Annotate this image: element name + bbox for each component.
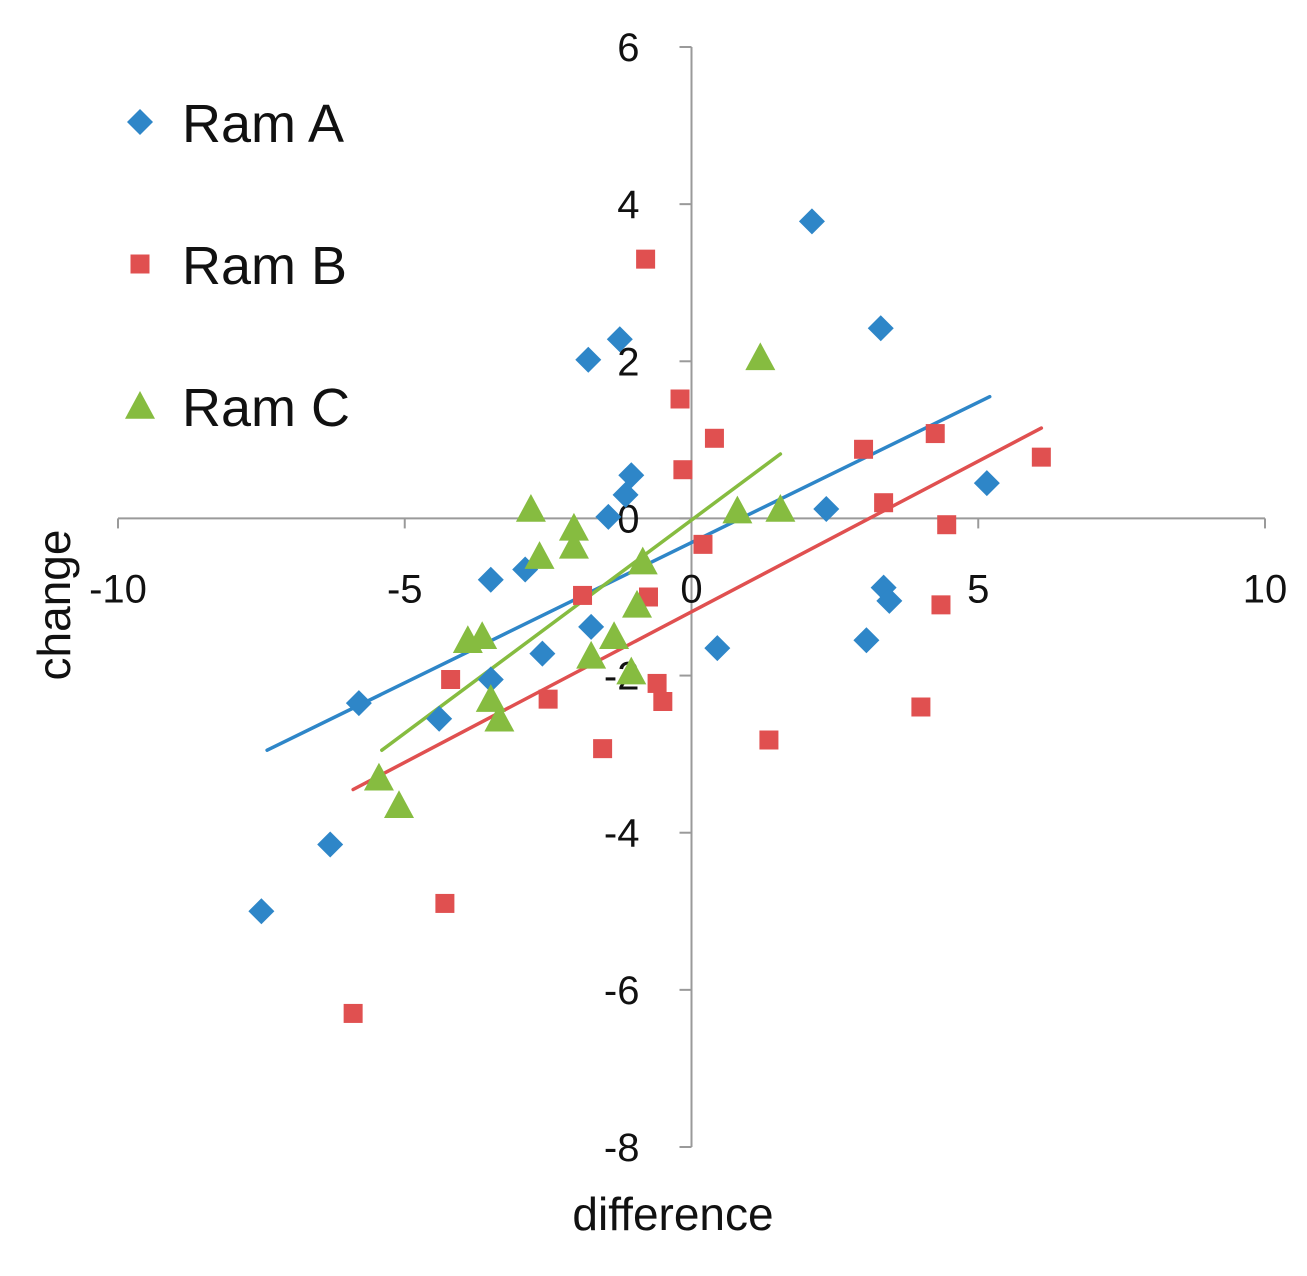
x-tick-label: -10 bbox=[89, 567, 147, 611]
ram-c-point bbox=[616, 656, 647, 685]
y-tick-label: -4 bbox=[604, 812, 640, 856]
ram-a-point bbox=[575, 346, 602, 373]
x-axis-title: difference bbox=[572, 1188, 773, 1240]
ram-b-point bbox=[759, 730, 779, 750]
ram-c-legend-label: Ram C bbox=[182, 378, 350, 438]
ram-b-trendline bbox=[351, 426, 1044, 792]
ram-a-point bbox=[345, 690, 372, 717]
ram-c-point bbox=[558, 530, 589, 559]
ram-c-legend-marker bbox=[125, 391, 155, 419]
x-tick-label: 5 bbox=[967, 567, 989, 611]
ram-c-point bbox=[384, 790, 415, 818]
y-tick-label: 4 bbox=[617, 183, 639, 227]
ram-c-point bbox=[524, 541, 555, 569]
ram-b-point bbox=[673, 460, 693, 480]
ram-a-legend-label: Ram A bbox=[182, 94, 344, 154]
ram-b-point bbox=[343, 1003, 363, 1023]
ram-b-point bbox=[653, 692, 673, 711]
ram-a-point bbox=[876, 587, 903, 614]
ram-a-point bbox=[606, 326, 633, 353]
ram-c-point bbox=[484, 703, 515, 732]
ram-c-point bbox=[722, 495, 753, 524]
ram-b-point bbox=[1031, 447, 1051, 467]
ram-a-point bbox=[426, 705, 453, 732]
ram-b-point bbox=[435, 893, 455, 913]
ram-c-point bbox=[558, 512, 589, 541]
ram-c-point bbox=[363, 762, 394, 791]
legend: Ram A Ram B Ram C bbox=[125, 94, 350, 438]
ram-a-point bbox=[477, 666, 504, 693]
ram-b-point bbox=[925, 424, 945, 444]
x-tick-label: 0 bbox=[680, 567, 702, 611]
ram-a-point bbox=[973, 470, 1000, 497]
x-tick-label: -5 bbox=[387, 567, 423, 611]
ram-b-point bbox=[593, 739, 613, 759]
ram-a-point bbox=[578, 613, 605, 640]
ram-b-point bbox=[573, 585, 593, 605]
ram-b-point bbox=[704, 428, 724, 448]
ram-c-point bbox=[515, 494, 546, 522]
ram-b-point bbox=[647, 673, 667, 693]
ram-a-point bbox=[618, 462, 645, 489]
ram-c-point bbox=[765, 494, 796, 522]
ram-a-point bbox=[317, 831, 344, 858]
y-tick-label: 0 bbox=[617, 497, 639, 541]
ram-b-legend-marker bbox=[130, 254, 150, 274]
ram-b-point bbox=[693, 534, 713, 554]
ram-c-point bbox=[467, 621, 498, 650]
ram-a-point bbox=[867, 315, 894, 342]
ram-b-point bbox=[636, 249, 656, 269]
ram-b-legend-label: Ram B bbox=[182, 236, 347, 296]
ram-a-point bbox=[798, 208, 825, 235]
ram-b-point bbox=[854, 439, 874, 459]
ram-c-point bbox=[745, 342, 776, 371]
ram-a-legend-marker bbox=[127, 109, 153, 135]
ram-c-point bbox=[599, 621, 630, 650]
y-tick-label: -8 bbox=[604, 1126, 640, 1170]
ram-b-point bbox=[911, 697, 931, 717]
ram-a-point bbox=[704, 635, 731, 662]
ram-b-point bbox=[638, 587, 658, 607]
ram-a-point bbox=[612, 481, 639, 508]
points-layer bbox=[248, 208, 1051, 1023]
ram-b-point bbox=[538, 689, 558, 709]
ram-b-point bbox=[874, 493, 894, 513]
ram-c-point bbox=[622, 589, 653, 618]
ram-c-point bbox=[475, 684, 506, 712]
ram-c-point bbox=[576, 640, 607, 669]
ram-c-point bbox=[627, 546, 658, 575]
ram-a-point bbox=[853, 627, 880, 654]
ram-a-point bbox=[248, 898, 275, 925]
x-tick-label: 10 bbox=[1243, 567, 1288, 611]
ram-a-point bbox=[529, 640, 556, 667]
ram-b-point bbox=[441, 670, 461, 689]
ram-b-point bbox=[937, 515, 957, 535]
ram-a-point bbox=[595, 503, 622, 530]
ram-a-point bbox=[477, 566, 504, 593]
y-tick-label: 2 bbox=[617, 340, 639, 384]
y-axis-title: change bbox=[28, 530, 80, 681]
ram-b-point bbox=[931, 595, 951, 615]
ram-b-point bbox=[670, 389, 690, 409]
y-tick-label: 6 bbox=[617, 26, 639, 70]
y-tick-label: -6 bbox=[604, 969, 640, 1013]
ram-a-point bbox=[813, 496, 840, 522]
